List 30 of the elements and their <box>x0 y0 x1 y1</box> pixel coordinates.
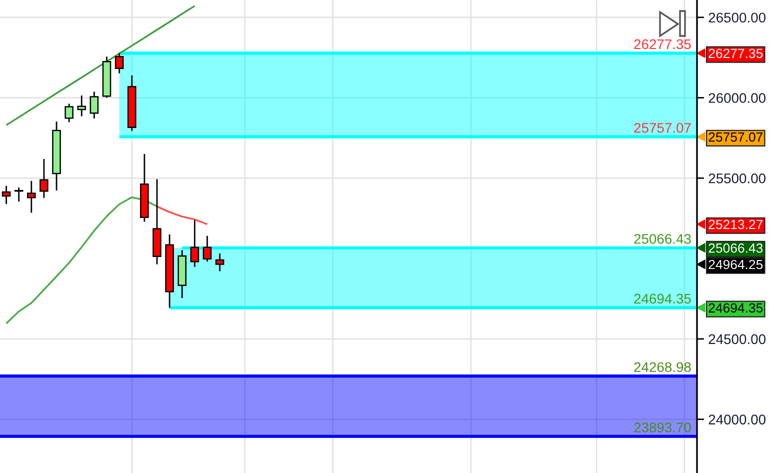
y-tick-label: 26277.35 <box>708 48 763 58</box>
candlestick <box>27 180 36 214</box>
candlestick <box>77 94 86 117</box>
y-tick-label: 24000.00 <box>708 414 766 424</box>
candlestick <box>90 90 99 120</box>
y-tick-label: 24694.35 <box>708 303 763 313</box>
y-tick-label: 24500.00 <box>708 334 766 344</box>
candlestick <box>114 52 124 74</box>
data-label: 25066.43 <box>634 234 691 244</box>
line-series <box>156 206 208 226</box>
candlestick <box>64 103 74 123</box>
data-label: 24694.35 <box>634 294 691 304</box>
data-label: 25757.07 <box>634 122 691 133</box>
y-tick-label: 25500.00 <box>708 173 766 184</box>
ref-line-label: 24268.98 <box>634 362 691 372</box>
candlestick <box>215 252 224 272</box>
data-label: 26277.35 <box>634 39 691 50</box>
line-series <box>5 196 158 324</box>
y-tick-label: 26500.00 <box>708 12 766 23</box>
ref-line-label: 23893.70 <box>634 422 691 432</box>
y-tick-label: 25213.27 <box>708 220 762 230</box>
candlestick <box>202 235 212 262</box>
line-series <box>5 5 196 126</box>
candlestick <box>190 219 200 268</box>
y-tick-label: 24964.25 <box>708 260 763 270</box>
y-tick-label: 25757.07 <box>708 132 762 142</box>
y-tick-label: 25066.43 <box>708 243 763 253</box>
candlestick <box>2 185 11 205</box>
y-tick-label: 26000.00 <box>708 93 766 103</box>
candlestick <box>40 158 48 199</box>
